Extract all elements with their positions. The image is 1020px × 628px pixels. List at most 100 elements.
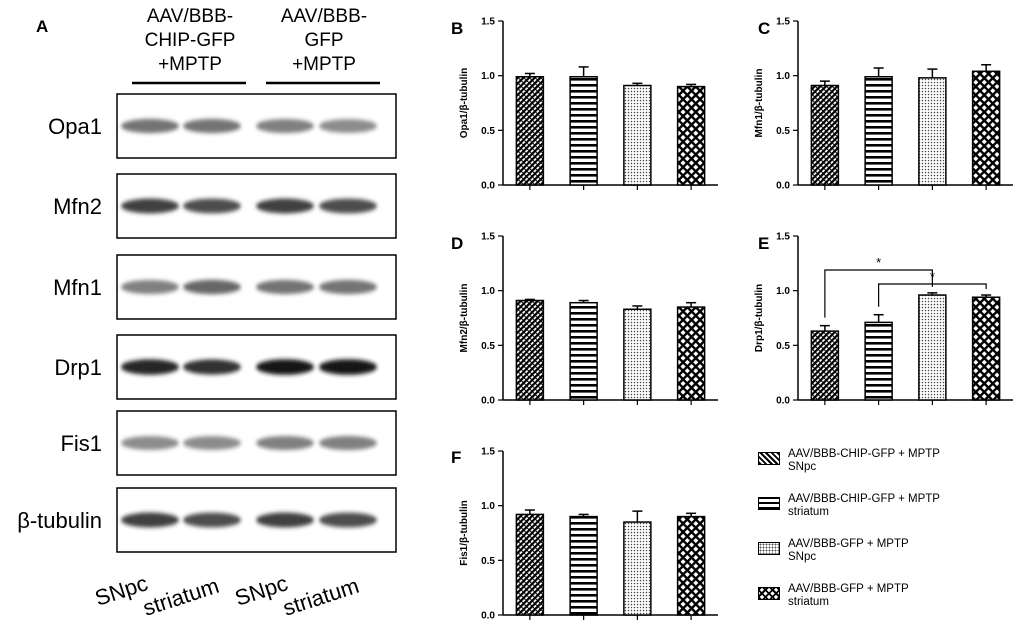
blot-band [256,279,314,295]
group-header-line: CHIP-GFP [145,30,236,51]
blot-band [183,198,241,214]
y-tick-label: 1.5 [776,17,790,28]
panel-letter: C [758,19,770,38]
chart-panel-d: D 0.0 0.5 1.0 1.5 Mfn2/β-tubulin [451,232,718,407]
legend-item: AAV/BBB-GFP + MPTP SNpc [758,538,1018,583]
lane-label: striatum [280,573,362,621]
blot-band [183,118,241,134]
y-tick-label: 1.5 [481,447,495,458]
group-header-line: +MPTP [158,54,222,75]
y-tick-label: 1.5 [481,17,495,28]
protein-label: Mfn1 [53,275,102,300]
panel-a-letter: A [36,17,48,36]
legend-swatch-stripe [758,497,780,510]
chart-panel-c: C 0.0 0.5 1.0 1.5 Mfn1/β-tubulin [754,17,1013,192]
bar [810,84,840,186]
legend: AAV/BBB-CHIP-GFP + MPTP SNpc AAV/BBB-CHI… [758,448,1018,628]
blot-band [256,119,314,133]
blot-band [121,436,179,450]
bar [676,515,706,616]
y-tick-label: 1.0 [776,286,790,297]
blot-band [256,198,314,214]
bar [569,76,598,186]
protein-label: β-tubulin [17,508,102,533]
blot-band [256,512,314,528]
bar [864,321,893,401]
bar [676,306,706,401]
blot-row: Mfn2 [53,173,397,239]
blot-band [121,118,179,134]
chart-panel-f: F 0.0 0.5 1.0 1.5 Fis1/β-tubulin [451,447,718,622]
blot-band [319,436,377,450]
y-tick-label: 0.5 [776,126,790,137]
chart-panel-e: E 0.0 0.5 1.0 1.5 Drp1/β-tubulin * * [754,232,1013,407]
group-header-line: AAV/BBB- [147,6,233,27]
bar [515,76,545,186]
chart-panel-b: B 0.0 0.5 1.0 1.5 Opa1/β-tubulin [451,17,718,192]
legend-label: AAV/BBB-GFP + MPTP striatum [788,583,909,608]
legend-item: AAV/BBB-GFP + MPTP striatum [758,583,1018,628]
blot-band [121,198,179,214]
blot-band [319,279,377,295]
bar [569,515,598,616]
y-tick-label: 0.5 [481,126,495,137]
y-tick-label: 0.0 [776,181,790,192]
blot-band [183,436,241,450]
group-header-line: AAV/BBB- [281,6,367,27]
blot-row: Drp1 [54,334,397,400]
y-tick-label: 0.5 [776,341,790,352]
legend-label: AAV/BBB-CHIP-GFP + MPTP SNpc [788,448,940,473]
y-axis-label: Opa1/β-tubulin [459,68,470,139]
bar [810,330,840,401]
blot-band [183,279,241,295]
legend-item: AAV/BBB-CHIP-GFP + MPTP SNpc [758,448,1018,493]
protein-label: Fis1 [60,431,102,456]
y-axis-label: Mfn2/β-tubulin [459,284,470,353]
protein-label: Opa1 [48,114,102,139]
y-tick-label: 1.0 [481,71,495,82]
blot-band [256,436,314,450]
y-tick-label: 0.0 [481,181,495,192]
bar [918,77,947,186]
legend-swatch-cross [758,587,780,600]
y-axis-label: Fis1/β-tubulin [459,500,470,566]
lane-label: striatum [140,573,222,621]
bar [515,513,545,616]
bar [623,84,652,186]
y-tick-label: 1.5 [481,232,495,243]
blot-band [121,280,179,294]
legend-swatch-dots [758,542,780,555]
y-tick-label: 0.5 [481,556,495,567]
y-axis-label: Mfn1/β-tubulin [754,69,765,138]
blot-band [121,512,179,528]
y-tick-label: 0.0 [481,611,495,622]
blot-rows: Opa1 Mfn2 Mfn1 Drp1 Fis1 β-tubulin [17,93,397,553]
y-axis-label: Drp1/β-tubulin [754,284,765,352]
significance-star: * [876,255,881,270]
legend-label: AAV/BBB-GFP + MPTP SNpc [788,538,909,563]
blot-band [319,359,377,375]
legend-label: AAV/BBB-CHIP-GFP + MPTP striatum [788,493,940,518]
western-blot-panel: A AAV/BBB-CHIP-GFP+MPTPAAV/BBB-GFP+MPTP … [17,6,397,621]
y-tick-label: 0.0 [481,396,495,407]
legend-swatch-dark [758,452,780,465]
bar [918,294,947,401]
bar [623,308,652,401]
bar [864,76,893,186]
group-header-line: +MPTP [292,54,356,75]
bar [676,85,706,186]
legend-item: AAV/BBB-CHIP-GFP + MPTP striatum [758,493,1018,538]
blot-row: Mfn1 [53,254,397,320]
bar [971,296,1001,401]
blot-row: Fis1 [60,410,397,476]
y-tick-label: 0.5 [481,341,495,352]
blot-band [319,119,377,133]
y-tick-label: 1.0 [481,286,495,297]
panel-letter: B [451,19,463,38]
y-tick-label: 1.5 [776,232,790,243]
significance-star: * [930,269,935,284]
protein-label: Mfn2 [53,194,102,219]
bar [569,301,598,401]
bar [623,521,652,616]
